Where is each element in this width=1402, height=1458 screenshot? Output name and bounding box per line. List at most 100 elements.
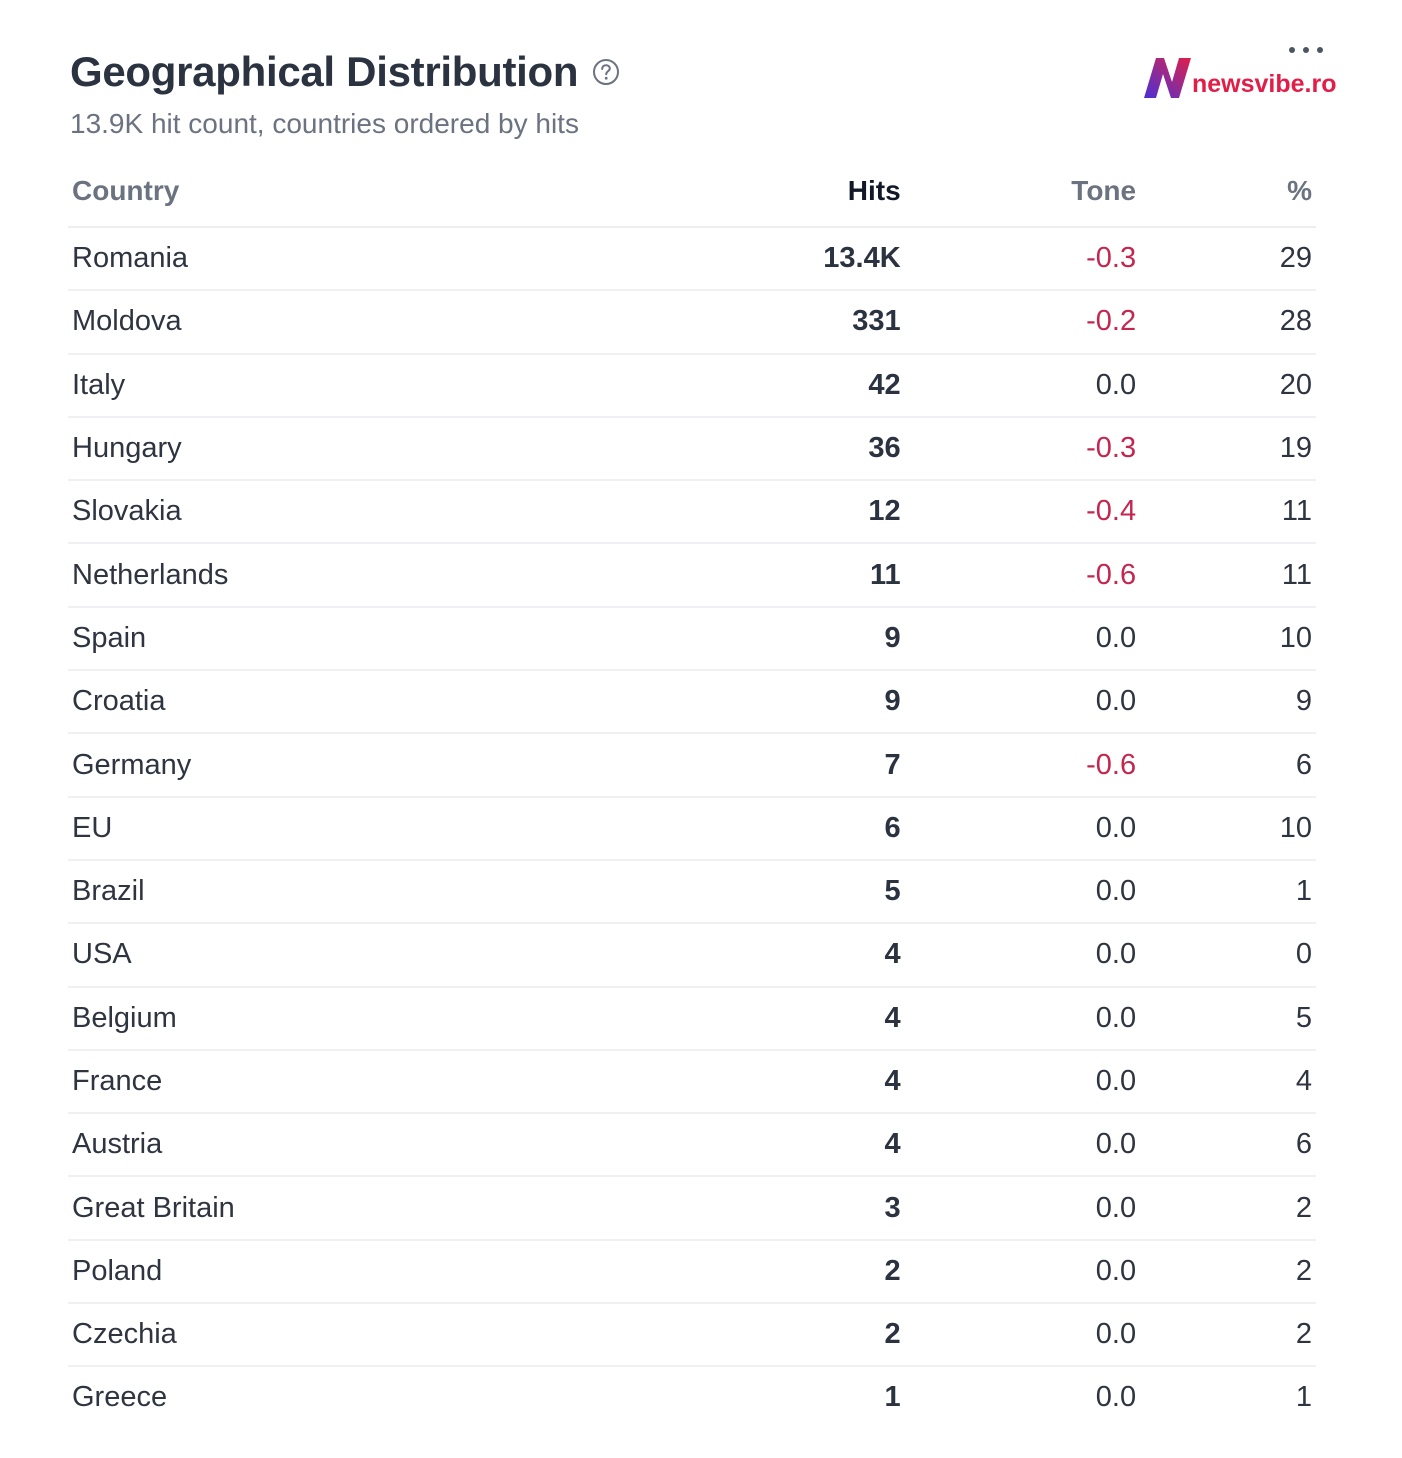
country-cell: Poland: [68, 1239, 670, 1305]
country-cell: Belgium: [68, 986, 670, 1051]
country-cell: France: [68, 1049, 670, 1115]
hits-cell: 9: [669, 606, 905, 672]
tone-cell: 0.0: [904, 353, 1141, 418]
table-row[interactable]: Czechia 2 0.0 2: [68, 1303, 1316, 1368]
percent-cell: 19: [1140, 416, 1316, 482]
hits-cell: 5: [669, 859, 905, 925]
percent-cell: 6: [1140, 733, 1316, 798]
tone-cell: -0.3: [904, 227, 1141, 292]
percent-cell: 1: [1140, 859, 1316, 925]
country-cell: Slovakia: [68, 480, 670, 545]
column-header-tone[interactable]: Tone: [904, 156, 1141, 228]
hits-cell: 2: [669, 1239, 905, 1305]
country-cell: Moldova: [68, 290, 670, 355]
country-cell: Croatia: [68, 670, 670, 735]
table-row[interactable]: Moldova 331 -0.2 28: [68, 290, 1316, 355]
table-row[interactable]: Croatia 9 0.0 9: [68, 670, 1316, 735]
country-cell: Italy: [68, 353, 670, 418]
table-row[interactable]: France 4 0.0 4: [68, 1049, 1316, 1115]
tone-cell: 0.0: [904, 796, 1141, 861]
newsvibe-logo[interactable]: newsvibe.ro: [1142, 54, 1337, 100]
country-cell: Hungary: [68, 416, 670, 482]
newsvibe-logo-mark-icon: [1142, 54, 1194, 100]
tone-cell: 0.0: [904, 1239, 1141, 1305]
country-cell: Brazil: [68, 859, 670, 925]
hits-cell: 2: [669, 1303, 905, 1368]
percent-cell: 1: [1295, 1381, 1312, 1414]
table-row[interactable]: Great Britain 3 0.0 2: [68, 1176, 1316, 1241]
percent-cell: 6: [1140, 1113, 1316, 1178]
percent-cell: 0: [1140, 923, 1316, 988]
tone-cell: -0.3: [904, 416, 1141, 482]
country-cell: USA: [68, 923, 670, 988]
tone-cell: 0.0: [904, 606, 1141, 672]
card-title: Geographical Distribution: [70, 48, 579, 95]
hits-cell: 4: [669, 986, 905, 1051]
more-horizontal-icon[interactable]: [1284, 36, 1328, 64]
hits-cell: 4: [669, 1049, 905, 1115]
country-cell: Great Britain: [68, 1176, 670, 1241]
tone-cell: -0.6: [904, 733, 1141, 798]
table-row[interactable]: Austria 4 0.0 6: [68, 1113, 1316, 1178]
percent-cell: 28: [1140, 290, 1316, 355]
table-row[interactable]: Belgium 4 0.0 5: [68, 986, 1316, 1051]
country-cell: Greece: [72, 1381, 168, 1414]
tone-cell: 0.0: [904, 1303, 1141, 1368]
table-header-row: Country Hits Tone %: [68, 156, 1316, 228]
column-header-hits[interactable]: Hits: [669, 156, 905, 228]
table-row[interactable]: Netherlands 11 -0.6 11: [68, 543, 1316, 608]
tone-cell: 0.0: [904, 1176, 1141, 1241]
table-row[interactable]: Poland 2 0.0 2: [68, 1239, 1316, 1305]
column-header-country[interactable]: Country: [68, 156, 670, 228]
table-row[interactable]: Germany 7 -0.6 6: [68, 733, 1316, 798]
tone-cell: 0.0: [904, 670, 1141, 735]
tone-cell: -0.6: [904, 543, 1141, 608]
table-row[interactable]: Brazil 5 0.0 1: [68, 859, 1316, 925]
country-cell: Netherlands: [68, 543, 670, 608]
column-header-percent[interactable]: %: [1140, 156, 1316, 228]
geo-table: Country Hits Tone % Romania 13.4K -0.3 29 Mo…: [68, 156, 1316, 1429]
question-circle-icon[interactable]: [592, 58, 620, 86]
hits-cell: 36: [669, 416, 905, 482]
table-row[interactable]: Slovakia 12 -0.4 11: [68, 480, 1316, 545]
percent-cell: 29: [1140, 227, 1316, 292]
country-cell: EU: [68, 796, 670, 861]
percent-cell: 2: [1140, 1303, 1316, 1368]
tone-cell: 0.0: [904, 859, 1141, 925]
tone-cell: 0.0: [1095, 1381, 1137, 1414]
hits-cell: 9: [669, 670, 905, 735]
hits-cell: 3: [669, 1176, 905, 1241]
tone-cell: 0.0: [904, 923, 1141, 988]
percent-cell: 5: [1140, 986, 1316, 1051]
hits-cell: 7: [669, 733, 905, 798]
table-row[interactable]: Greece 1 0.0 1: [68, 1366, 1316, 1428]
card-header: Geographical Distribution: [70, 46, 620, 98]
hits-cell: 42: [669, 353, 905, 418]
tone-cell: 0.0: [904, 986, 1141, 1051]
table-body: Romania 13.4K -0.3 29 Moldova 331 -0.2 28 Italy 4…: [68, 227, 1316, 1429]
tone-cell: -0.2: [904, 290, 1141, 355]
table-row[interactable]: USA 4 0.0 0: [68, 923, 1316, 988]
hits-cell: 331: [669, 290, 905, 355]
tone-cell: 0.0: [904, 1113, 1141, 1178]
percent-cell: 11: [1140, 480, 1316, 545]
hits-cell: 4: [669, 1113, 905, 1178]
table-row[interactable]: Spain 9 0.0 10: [68, 606, 1316, 672]
hits-cell: 12: [669, 480, 905, 545]
table-row[interactable]: Romania 13.4K -0.3 29: [68, 227, 1316, 292]
table-row[interactable]: Hungary 36 -0.3 19: [68, 416, 1316, 482]
country-cell: Spain: [68, 606, 670, 672]
percent-cell: 9: [1140, 670, 1316, 735]
tone-cell: 0.0: [904, 1049, 1141, 1115]
table-row[interactable]: Italy 42 0.0 20: [68, 353, 1316, 418]
table-row[interactable]: EU 6 0.0 10: [68, 796, 1316, 861]
percent-cell: 10: [1140, 796, 1316, 861]
percent-cell: 2: [1140, 1176, 1316, 1241]
tone-cell: -0.4: [904, 480, 1141, 545]
hits-cell: 1: [884, 1381, 901, 1414]
newsvibe-logo-text: newsvibe.ro: [1192, 70, 1337, 98]
percent-cell: 10: [1140, 606, 1316, 672]
hits-cell: 6: [669, 796, 905, 861]
percent-cell: 20: [1140, 353, 1316, 418]
percent-cell: 2: [1140, 1239, 1316, 1305]
